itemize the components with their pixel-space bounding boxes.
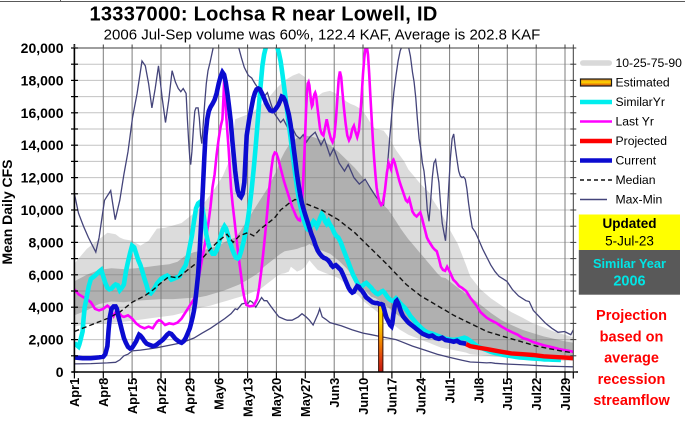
svg-text:Updated: Updated xyxy=(603,216,657,231)
svg-text:Apr29: Apr29 xyxy=(183,378,198,414)
svg-text:Apr15: Apr15 xyxy=(125,378,140,414)
svg-text:Estimated: Estimated xyxy=(616,76,670,90)
svg-text:Jun10: Jun10 xyxy=(356,378,371,415)
svg-text:Jun24: Jun24 xyxy=(414,377,429,415)
svg-text:May6: May6 xyxy=(212,378,227,410)
svg-text:streamflow: streamflow xyxy=(593,393,670,409)
svg-text:13337000: Lochsa R near Lowell: 13337000: Lochsa R near Lowell, ID xyxy=(89,3,437,25)
svg-text:average: average xyxy=(604,351,659,367)
svg-text:Apr8: Apr8 xyxy=(96,378,111,407)
svg-text:Jun17: Jun17 xyxy=(385,378,400,415)
svg-text:2,000: 2,000 xyxy=(28,332,63,348)
svg-text:Jul22: Jul22 xyxy=(529,378,544,411)
svg-text:Similar Year: Similar Year xyxy=(593,256,666,271)
svg-text:May13: May13 xyxy=(240,378,255,417)
svg-text:20,000: 20,000 xyxy=(21,40,64,56)
svg-text:12,000: 12,000 xyxy=(21,170,64,186)
svg-text:4,000: 4,000 xyxy=(28,299,63,315)
svg-text:May20: May20 xyxy=(269,378,284,417)
svg-text:Current: Current xyxy=(616,154,657,168)
svg-text:10,000: 10,000 xyxy=(21,202,64,218)
svg-text:6,000: 6,000 xyxy=(28,267,63,283)
svg-text:SimilarYr: SimilarYr xyxy=(616,95,665,109)
svg-text:based on: based on xyxy=(600,329,664,345)
svg-text:Max-Min: Max-Min xyxy=(616,193,663,207)
svg-text:Apr22: Apr22 xyxy=(154,378,169,414)
svg-text:8,000: 8,000 xyxy=(28,234,63,250)
svg-text:2006: 2006 xyxy=(613,274,645,290)
svg-text:May27: May27 xyxy=(298,378,313,417)
svg-text:16,000: 16,000 xyxy=(21,105,64,121)
svg-text:18,000: 18,000 xyxy=(21,72,64,88)
svg-text:Median: Median xyxy=(616,173,656,187)
svg-text:Last Yr: Last Yr xyxy=(616,115,654,129)
svg-text:Jul15: Jul15 xyxy=(500,378,515,411)
svg-text:Jul1: Jul1 xyxy=(442,378,457,404)
svg-text:Projected: Projected xyxy=(616,134,668,148)
svg-text:5-Jul-23: 5-Jul-23 xyxy=(605,234,654,249)
svg-text:Apr1: Apr1 xyxy=(67,378,82,407)
svg-text:Projection: Projection xyxy=(596,308,667,324)
svg-text:0: 0 xyxy=(56,364,64,380)
svg-text:14,000: 14,000 xyxy=(21,137,64,153)
svg-text:10-25-75-90: 10-25-75-90 xyxy=(616,56,683,70)
svg-text:Jun3: Jun3 xyxy=(327,378,342,408)
svg-text:Mean Daily CFS: Mean Daily CFS xyxy=(0,159,15,264)
svg-text:Jul8: Jul8 xyxy=(471,378,486,404)
svg-text:2006 Jul-Sep volume was 60%, 1: 2006 Jul-Sep volume was 60%, 122.4 KAF, … xyxy=(104,26,541,43)
svg-text:Jul29: Jul29 xyxy=(558,378,573,411)
svg-text:recession: recession xyxy=(598,372,666,388)
